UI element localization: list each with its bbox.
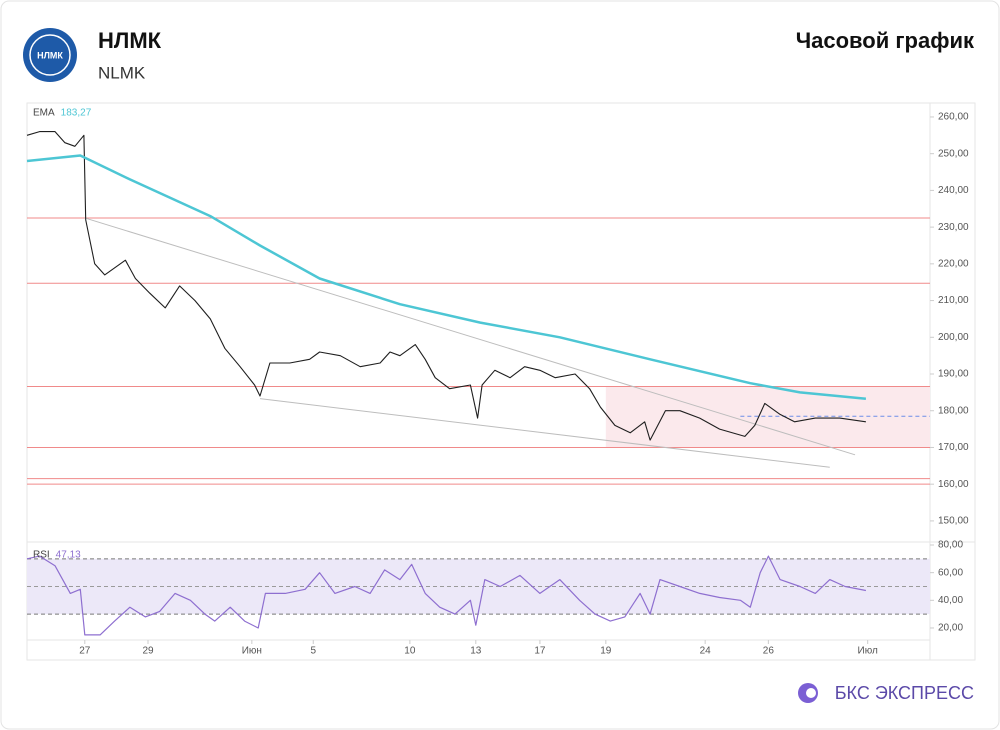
y-tick-label: 240,00 bbox=[938, 185, 969, 196]
y-tick-label: 60,00 bbox=[938, 567, 963, 578]
y-tick-label: 220,00 bbox=[938, 258, 969, 269]
trend-line bbox=[259, 398, 830, 468]
x-tick-label: 17 bbox=[534, 646, 546, 657]
y-tick-label: 170,00 bbox=[938, 442, 969, 453]
y-tick-label: 190,00 bbox=[938, 369, 969, 380]
x-tick-label: 13 bbox=[470, 646, 482, 657]
y-tick-label: 260,00 bbox=[938, 112, 969, 123]
legend-name: RSI bbox=[33, 550, 50, 561]
x-tick-label: 27 bbox=[79, 646, 91, 657]
y-tick-label: 250,00 bbox=[938, 148, 969, 159]
x-tick-label: Июл bbox=[858, 646, 878, 657]
y-tick-label: 160,00 bbox=[938, 479, 969, 490]
series-line bbox=[26, 555, 867, 636]
x-tick-label: 10 bbox=[404, 646, 416, 657]
logo-ring bbox=[29, 34, 71, 76]
brand: БКС ЭКСПРЕСС bbox=[835, 683, 974, 703]
y-tick-label: 20,00 bbox=[938, 623, 963, 634]
y-tick-label: 180,00 bbox=[938, 405, 969, 416]
y-tick-label: 40,00 bbox=[938, 595, 963, 606]
y-tick-label: 80,00 bbox=[938, 540, 963, 551]
chart-frame bbox=[26, 102, 976, 661]
zone bbox=[605, 386, 930, 448]
series-line bbox=[26, 131, 866, 441]
y-tick-label: 150,00 bbox=[938, 516, 969, 527]
chart-label: Часовой график bbox=[796, 28, 975, 53]
x-tick-label: Июн bbox=[242, 646, 262, 657]
x-tick-label: 29 bbox=[142, 646, 154, 657]
x-tick-label: 19 bbox=[600, 646, 612, 657]
logo-text: НЛМК bbox=[37, 50, 63, 60]
y-tick-label: 230,00 bbox=[938, 222, 969, 233]
legend-value: 183,27 bbox=[61, 108, 92, 119]
title: НЛМК bbox=[98, 28, 162, 53]
subtitle: NLMK bbox=[98, 63, 146, 82]
x-tick-label: 26 bbox=[763, 646, 775, 657]
legend-value: 47,13 bbox=[56, 550, 81, 561]
x-tick-label: 5 bbox=[310, 646, 316, 657]
brand-icon-inner bbox=[806, 688, 816, 698]
x-tick-label: 24 bbox=[700, 646, 712, 657]
legend-name: EMA bbox=[33, 108, 55, 119]
series-line bbox=[26, 154, 867, 400]
y-tick-label: 210,00 bbox=[938, 295, 969, 306]
logo bbox=[23, 28, 77, 82]
y-tick-label: 200,00 bbox=[938, 332, 969, 343]
trend-line bbox=[84, 217, 856, 456]
